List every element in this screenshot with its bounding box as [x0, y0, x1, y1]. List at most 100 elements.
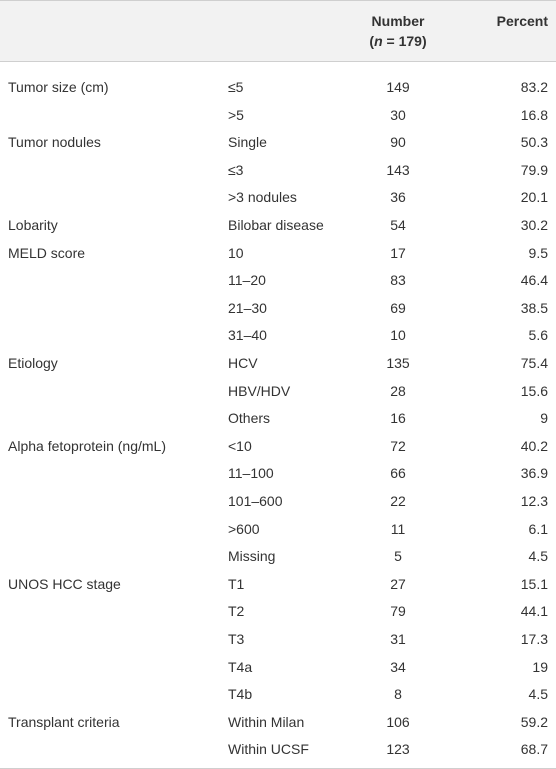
- table-row: 21–30 69 38.5: [0, 295, 556, 323]
- row-subcategory: T3: [228, 631, 245, 647]
- row-number: 54: [390, 217, 406, 233]
- row-subcategory: HBV/HDV: [228, 382, 291, 399]
- row-percent: 46.4: [520, 272, 548, 289]
- row-category: Lobarity: [8, 217, 58, 233]
- row-subcategory: Within UCSF: [228, 741, 309, 758]
- row-subcategory: Others: [228, 410, 271, 427]
- row-subcategory: Within Milan: [228, 713, 305, 730]
- row-percent: 50.3: [520, 134, 548, 151]
- row-subcategory: ≤3: [228, 161, 244, 178]
- row-number: 135: [386, 355, 410, 371]
- row-subcategory: <10: [228, 437, 252, 454]
- row-subcategory: 11–20: [228, 272, 266, 289]
- row-number: 123: [386, 741, 410, 758]
- table-row: >3 nodules 36 20.1: [0, 184, 556, 212]
- header-percent: Percent: [496, 13, 548, 29]
- row-percent: 15.6: [520, 382, 548, 399]
- row-subcategory: 11–100: [228, 465, 274, 482]
- row-number: 79: [390, 603, 406, 620]
- row-category: Alpha fetoprotein (ng/mL): [8, 437, 166, 454]
- table-row: >600 11 6.1: [0, 516, 556, 544]
- table-row: Alpha fetoprotein (ng/mL) <10 72 40.2: [0, 433, 556, 461]
- header-number: Number: [371, 13, 425, 29]
- row-subcategory: 10: [228, 244, 244, 261]
- table-row: 11–20 83 46.4: [0, 267, 556, 295]
- row-subcategory: Missing: [228, 548, 276, 565]
- table-row: Transplant criteria Within Milan 106 59.2: [0, 709, 556, 737]
- row-percent: 68.7: [520, 741, 548, 758]
- table-row: T4a 34 19: [0, 654, 556, 682]
- row-percent: 30.2: [520, 217, 548, 233]
- table-row: Tumor size (cm) ≤5 149 83.2: [0, 74, 556, 102]
- row-subcategory: >3 nodules: [228, 189, 297, 206]
- row-percent: 6.1: [528, 520, 548, 537]
- row-percent: 20.1: [520, 189, 548, 206]
- row-subcategory: HCV: [228, 355, 258, 371]
- row-percent: 44.1: [520, 603, 548, 620]
- row-percent: 36.9: [520, 465, 548, 482]
- row-percent: 16.8: [520, 106, 548, 123]
- row-subcategory: 21–30: [228, 299, 267, 316]
- row-number: 17: [390, 244, 406, 261]
- row-number: 22: [390, 493, 406, 509]
- header-number-note: (n = 179): [340, 33, 456, 49]
- table-row: Etiology HCV 135 75.4: [0, 350, 556, 378]
- table-row: 11–100 66 36.9: [0, 460, 556, 488]
- row-category: Transplant criteria: [8, 713, 120, 730]
- row-number: 72: [390, 437, 406, 454]
- row-number: 36: [390, 189, 406, 206]
- row-subcategory: 101–600: [228, 493, 283, 509]
- row-subcategory: ≤5: [228, 79, 244, 95]
- row-category: MELD score: [8, 244, 86, 261]
- table-row: HBV/HDV 28 15.6: [0, 378, 556, 406]
- row-percent: 79.9: [520, 161, 548, 178]
- row-subcategory: T4a: [228, 658, 253, 675]
- row-category: Etiology: [8, 355, 58, 371]
- row-subcategory: 31–40: [228, 327, 267, 344]
- table-row: Tumor nodules Single 90 50.3: [0, 129, 556, 157]
- row-percent: 4.5: [528, 686, 548, 703]
- note-part: (: [369, 33, 375, 49]
- row-number: 31: [390, 631, 406, 647]
- table-row: >5 30 16.8: [0, 102, 556, 130]
- table-row: Others 16 9: [0, 405, 556, 433]
- note-part: n: [374, 33, 383, 49]
- row-number: 90: [390, 134, 406, 151]
- row-percent: 59.2: [520, 713, 548, 730]
- row-number: 28: [390, 382, 406, 399]
- row-number: 11: [390, 520, 406, 537]
- table-row: Lobarity Bilobar disease 54 30.2: [0, 212, 556, 240]
- row-number: 106: [386, 713, 410, 730]
- table-row: UNOS HCC stage T1 27 15.1: [0, 571, 556, 599]
- row-category: Tumor size (cm): [8, 79, 109, 95]
- row-percent: 9.5: [528, 244, 548, 261]
- row-percent: 9: [540, 410, 548, 427]
- table-row: Within UCSF 123 68.7: [0, 736, 556, 764]
- row-number: 27: [390, 575, 406, 592]
- row-subcategory: T1: [228, 575, 245, 592]
- row-subcategory: >600: [228, 520, 260, 537]
- row-number: 16: [390, 410, 406, 427]
- row-subcategory: T4b: [228, 686, 253, 703]
- row-category: Tumor nodules: [8, 134, 101, 151]
- row-percent: 5.6: [528, 327, 548, 344]
- row-number: 66: [390, 465, 406, 482]
- table-row: MELD score 10 17 9.5: [0, 240, 556, 268]
- table-row: Missing 5 4.5: [0, 543, 556, 571]
- row-number: 69: [390, 299, 406, 316]
- note-part: = 179): [382, 33, 427, 49]
- table-row: T3 31 17.3: [0, 626, 556, 654]
- row-percent: 38.5: [520, 299, 548, 316]
- row-percent: 12.3: [520, 493, 548, 509]
- row-number: 34: [390, 658, 406, 675]
- row-subcategory: Single: [228, 134, 267, 151]
- header-row: Number (n = 179) Percent: [0, 0, 556, 62]
- row-percent: 19: [532, 658, 548, 675]
- row-number: 143: [386, 161, 410, 178]
- row-percent: 15.1: [520, 575, 548, 592]
- table-row: T2 79 44.1: [0, 598, 556, 626]
- row-number: 5: [394, 548, 402, 565]
- table-row: ≤3 143 79.9: [0, 157, 556, 185]
- table-row: T4b 8 4.5: [0, 681, 556, 709]
